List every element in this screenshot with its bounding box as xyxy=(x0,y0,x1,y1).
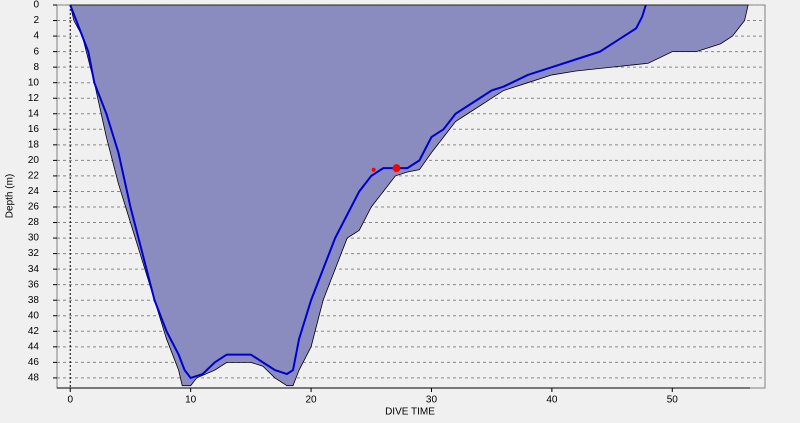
y-axis-label: Depth (m) xyxy=(5,174,16,218)
y-tick-label: 26 xyxy=(28,202,40,213)
x-tick-label: 30 xyxy=(426,395,438,406)
marker xyxy=(371,167,376,172)
y-tick-label: 8 xyxy=(33,62,39,73)
y-tick-label: 30 xyxy=(28,233,40,244)
y-tick-label: 46 xyxy=(28,357,40,368)
x-tick-label: 40 xyxy=(546,395,558,406)
y-tick-label: 24 xyxy=(28,186,40,197)
y-tick-label: 16 xyxy=(28,124,40,135)
x-tick-label: 20 xyxy=(305,395,317,406)
line xyxy=(69,4,647,380)
y-tick-label: 22 xyxy=(28,171,40,182)
y-tick-label: 38 xyxy=(28,295,40,306)
y-tick-label: 2 xyxy=(33,15,39,26)
y-tick-label: 6 xyxy=(33,46,39,57)
marker xyxy=(392,164,401,173)
x-tick-label: 10 xyxy=(185,395,197,406)
y-tick-label: 40 xyxy=(28,310,40,321)
y-tick-label: 14 xyxy=(28,108,40,119)
y-tick-label: 32 xyxy=(28,248,40,259)
x-tick-label: 0 xyxy=(67,395,73,406)
area xyxy=(69,4,749,387)
y-tick-label: 42 xyxy=(28,326,40,337)
x-axis-label: DIVE TIME xyxy=(385,407,435,418)
y-tick-label: 48 xyxy=(28,373,40,384)
y-tick-label: 36 xyxy=(28,279,40,290)
y-tick-label: 34 xyxy=(28,264,40,275)
y-tick-label: 0 xyxy=(33,0,39,11)
y-tick-label: 28 xyxy=(28,217,40,228)
y-tick-label: 4 xyxy=(33,31,39,42)
y-tick-label: 12 xyxy=(28,93,40,104)
y-tick-label: 10 xyxy=(28,77,40,88)
y-tick-label: 18 xyxy=(28,139,40,150)
y-tick-label: 20 xyxy=(28,155,40,166)
y-tick-label: 44 xyxy=(28,341,40,352)
x-tick-label: 50 xyxy=(667,395,679,406)
